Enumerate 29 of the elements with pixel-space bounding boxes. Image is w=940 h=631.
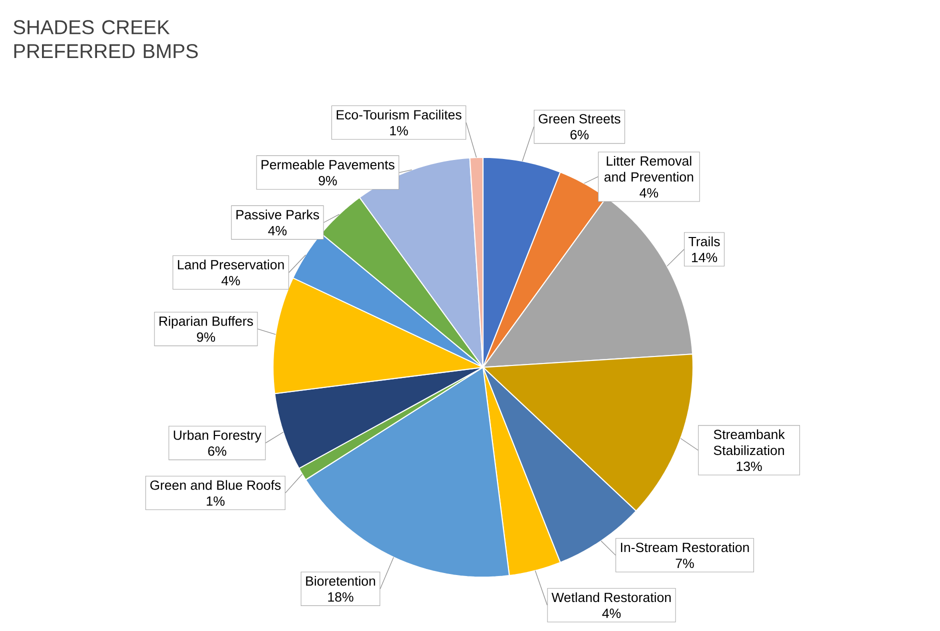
data-label: 14%: [692, 253, 718, 262]
chart-title: SHADES CREEK PREFERRED BMPS: [14, 20, 198, 58]
data-label: 6%: [570, 130, 589, 140]
data-label: 4%: [268, 226, 287, 236]
data-label: 9%: [196, 332, 216, 342]
data-label: 7%: [676, 558, 694, 568]
slice-label: Trails: [688, 236, 720, 246]
data-label: 4%: [640, 188, 658, 198]
slice-label: Eco-Tourism Facilites: [336, 110, 462, 120]
slice-label: Green Streets: [538, 114, 620, 124]
slice-label: Bioretention: [306, 576, 376, 586]
slice-label: In-Stream Restoration: [621, 542, 749, 552]
data-label: 13%: [736, 462, 762, 472]
data-label: 4%: [602, 608, 621, 618]
slice-label: Green and Blue Roofs: [150, 480, 281, 490]
slice-label: Urban Forestry: [174, 430, 262, 443]
data-label: 1%: [390, 126, 408, 136]
data-label: 4%: [222, 276, 240, 286]
slice-label: Land Preservation: [178, 260, 284, 270]
slice-label: Riparian Buffers: [160, 316, 253, 329]
data-label: 18%: [328, 592, 354, 602]
slice-label: Streambank Stabilization: [714, 430, 785, 456]
slice-label: Litter Removal and Prevention: [604, 156, 694, 182]
data-label: 9%: [318, 176, 337, 186]
slice-label: Wetland Restoration: [552, 592, 671, 602]
data-label: 1%: [206, 496, 225, 506]
data-label: 6%: [208, 446, 226, 456]
slice-label: Permeable Pavements: [262, 160, 394, 170]
slice-label: Passive Parks: [236, 210, 320, 220]
